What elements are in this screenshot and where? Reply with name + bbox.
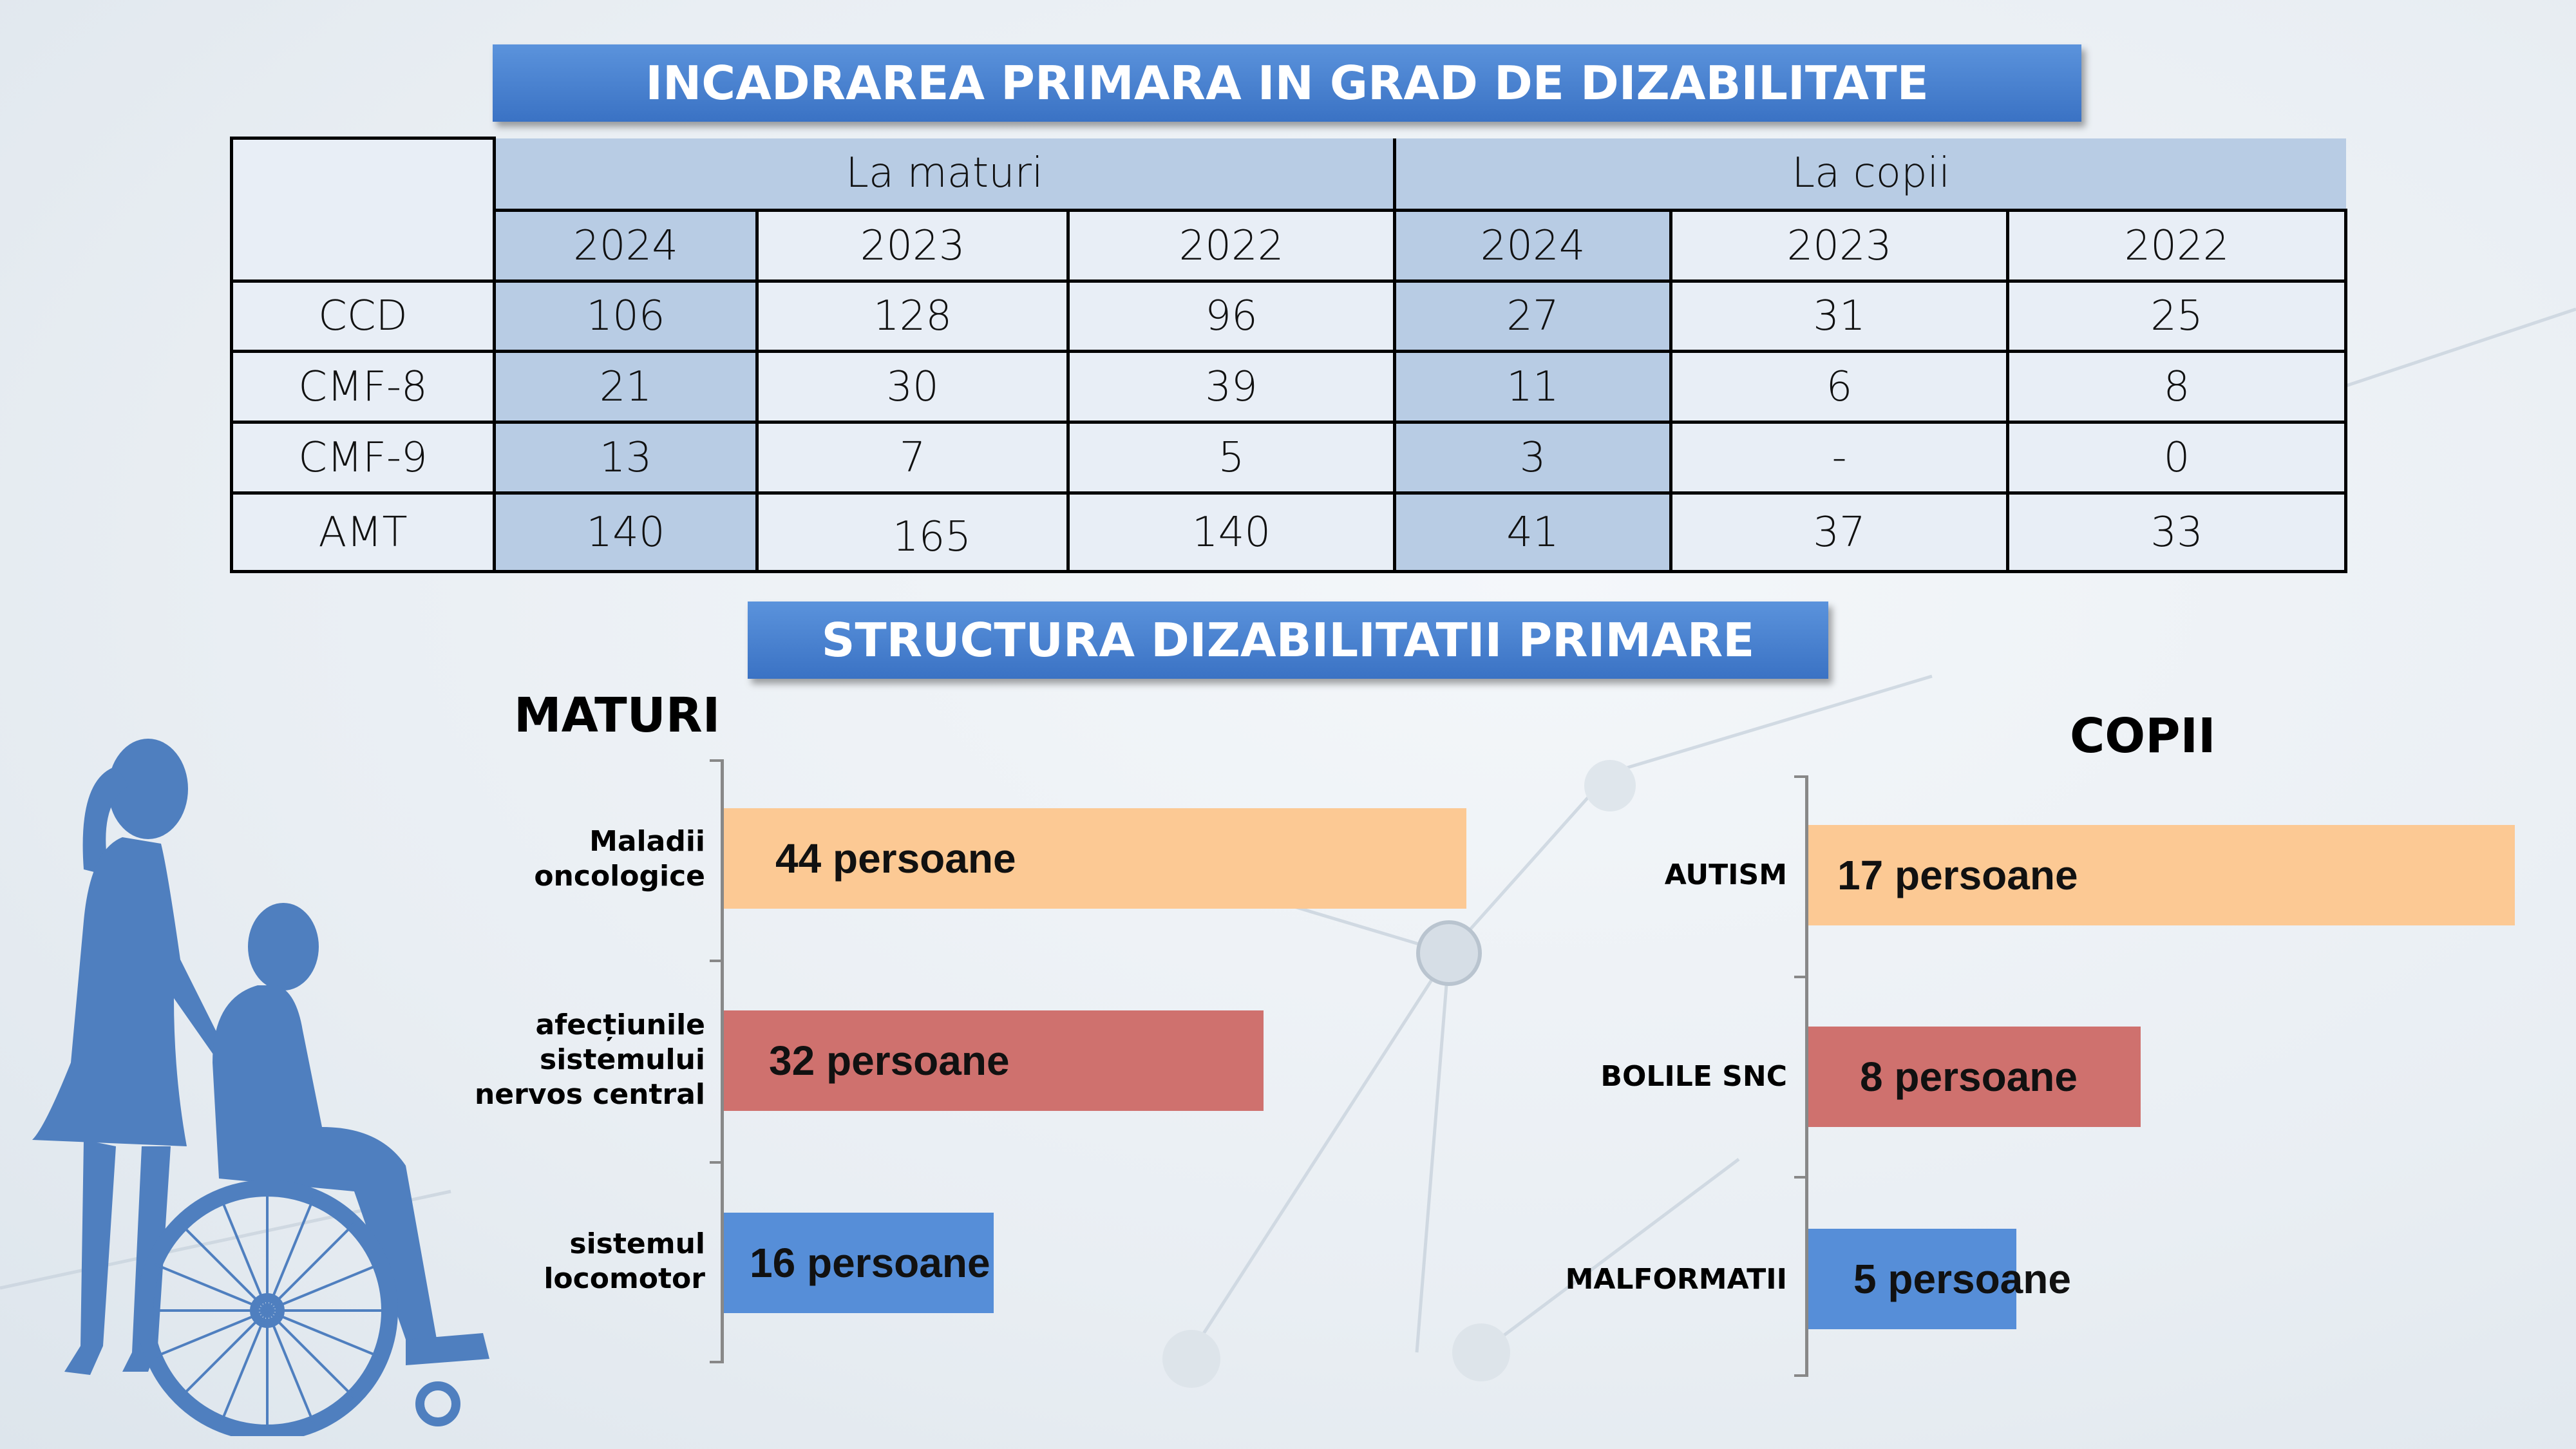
year-header: 2022 <box>1066 209 1396 283</box>
bar-label: 16 persoane <box>750 1240 990 1286</box>
category-label: afecțiunile sistemului nervos central <box>474 1009 705 1111</box>
category-label: MALFORMATII <box>1565 1263 1787 1296</box>
main-title-banner: INCADRAREA PRIMARA IN GRAD DE DIZABILITA… <box>493 44 2081 122</box>
bar-maturi-2: 16 persoane <box>724 1213 994 1313</box>
bar-copii-0: 17 persoane <box>1808 825 2515 925</box>
group-header-children: La copii <box>1393 138 2346 212</box>
table-cell: 140 <box>493 491 759 573</box>
table-row: AMT 140 165 140 41 37 33 <box>230 491 2347 573</box>
table-cell: 0 <box>2006 421 2347 495</box>
row-label: CCD <box>230 279 496 353</box>
bar-copii-1: 8 persoane <box>1808 1027 2141 1127</box>
table-cell: 106 <box>493 279 759 353</box>
chart-title-children: COPII <box>2070 708 2216 764</box>
axis-tick <box>710 1361 723 1363</box>
table-cell: 8 <box>2006 350 2347 424</box>
table-cell: 41 <box>1393 491 1672 573</box>
category-label: Maladii oncologice <box>534 825 705 893</box>
children-axis <box>1805 775 1808 1377</box>
row-label: AMT <box>230 491 496 573</box>
table-cell: 5 <box>1066 421 1396 495</box>
year-header: 2023 <box>755 209 1070 283</box>
bar-label: 32 persoane <box>769 1037 1010 1084</box>
table-cell: 7 <box>755 421 1070 495</box>
axis-tick <box>710 759 723 762</box>
table-cell: 11 <box>1393 350 1672 424</box>
bar-maturi-1: 32 persoane <box>724 1010 1264 1111</box>
category-label: sistemul locomotor <box>544 1227 705 1295</box>
year-header: 2024 <box>493 209 759 283</box>
category-label: AUTISM <box>1664 858 1787 891</box>
axis-tick <box>1794 775 1807 778</box>
structure-title-banner: STRUCTURA DIZABILITATII PRIMARE <box>748 601 1828 679</box>
table-row: CMF-8 21 30 39 11 6 8 <box>230 350 2347 424</box>
axis-tick <box>1794 1176 1807 1179</box>
bar-label: 5 persoane <box>1853 1256 2071 1302</box>
category-label: BOLILE SNC <box>1600 1060 1787 1093</box>
axis-tick <box>1794 976 1807 978</box>
table-cell: 6 <box>1669 350 2009 424</box>
table-cell: 21 <box>493 350 759 424</box>
adults-axis <box>721 759 724 1363</box>
disability-table: La maturi La copii 2024 2023 2022 2024 2… <box>230 137 2347 573</box>
bar-label: 8 persoane <box>1860 1054 2078 1100</box>
table-corner-cell <box>230 137 496 283</box>
table-cell: 33 <box>2006 491 2347 573</box>
row-label: CMF-8 <box>230 350 496 424</box>
table-cell: 13 <box>493 421 759 495</box>
table-cell: 37 <box>1669 491 2009 573</box>
table-cell: 3 <box>1393 421 1672 495</box>
table-cell: - <box>1669 421 2009 495</box>
table-cell: 96 <box>1066 279 1396 353</box>
axis-tick <box>710 1161 723 1164</box>
table-cell: 39 <box>1066 350 1396 424</box>
wheelchair-silhouette-icon <box>32 739 489 1436</box>
bar-label: 44 persoane <box>775 835 1016 882</box>
year-header: 2023 <box>1669 209 2009 283</box>
table-cell: 27 <box>1393 279 1672 353</box>
chart-title-adults: MATURI <box>514 688 721 743</box>
bar-copii-2: 5 persoane <box>1808 1229 2071 1329</box>
table-row: CMF-9 13 7 5 3 - 0 <box>230 421 2347 495</box>
row-label: CMF-9 <box>230 421 496 495</box>
year-header: 2022 <box>2006 209 2347 283</box>
table-cell: 165 <box>755 491 1070 573</box>
table-cell: 128 <box>755 279 1070 353</box>
bar-label: 17 persoane <box>1837 852 2078 898</box>
bar-maturi-0: 44 persoane <box>724 808 1466 909</box>
year-header: 2024 <box>1393 209 1672 283</box>
axis-tick <box>1794 1374 1807 1377</box>
table-cell: 140 <box>1066 491 1396 573</box>
table-cell: 25 <box>2006 279 2347 353</box>
group-header-adults: La maturi <box>493 138 1396 212</box>
table-row: CCD 106 128 96 27 31 25 <box>230 279 2347 353</box>
axis-tick <box>710 960 723 962</box>
table-cell: 30 <box>755 350 1070 424</box>
table-cell: 31 <box>1669 279 2009 353</box>
